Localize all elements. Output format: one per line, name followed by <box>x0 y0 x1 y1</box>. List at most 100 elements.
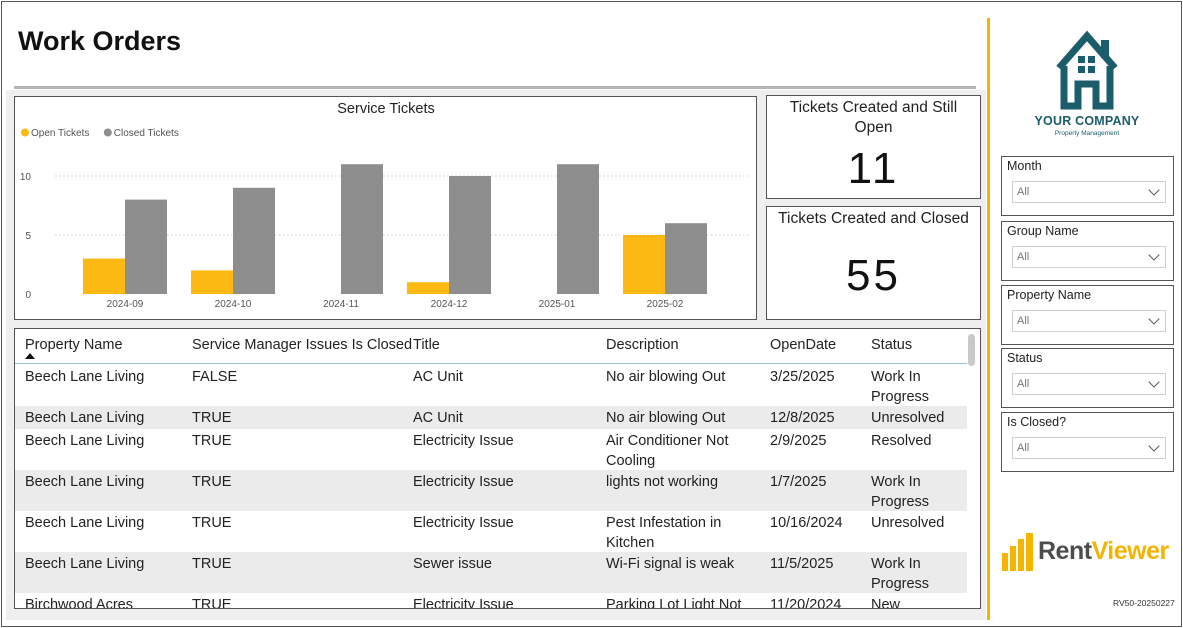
table-cell: AC Unit <box>413 410 463 426</box>
slicer-is-closed[interactable]: Is Closed? All <box>1001 412 1174 472</box>
table-row[interactable]: Beech Lane Living FALSE AC Unit No air blow… <box>15 365 967 406</box>
table-cell: Beech Lane Living <box>25 515 145 531</box>
col-header-is-closed[interactable]: Service Manager Issues Is Closed <box>192 337 413 353</box>
table-cell: Pest Infestation in Kitchen <box>606 515 722 551</box>
table-cell: Beech Lane Living <box>25 474 145 490</box>
table-cell: AC Unit <box>413 369 463 385</box>
slicer-group-name-label: Group Name <box>1007 224 1079 238</box>
table-cell: Resolved <box>871 433 932 449</box>
slicer-month[interactable]: Month All <box>1001 156 1174 216</box>
table-row[interactable]: Beech Lane Living TRUE Sewer issue Wi-Fi si… <box>15 552 967 593</box>
table-row[interactable]: Beech Lane Living TRUE Electricity Issue Ai… <box>15 429 967 470</box>
chevron-down-icon <box>1148 440 1160 452</box>
table-row[interactable]: Beech Lane Living TRUE Electricity Issue Pe… <box>15 511 967 552</box>
table-cell: Sewer issue <box>413 556 492 572</box>
house-logo-icon <box>1056 30 1118 110</box>
table-cell: Parking Lot Light Not <box>606 597 742 609</box>
table-cell: Beech Lane Living <box>25 433 145 449</box>
y-tick-label: 5 <box>25 231 31 242</box>
kpi-still-open-title: Tickets Created and Still Open <box>789 99 958 136</box>
table-cell: TRUE <box>192 433 232 449</box>
y-tick-label: 0 <box>25 290 31 301</box>
slicer-group-name-value: All <box>1017 251 1030 263</box>
work-orders-table[interactable]: Property Name Service Manager Issues Is … <box>14 328 981 609</box>
page-title: Work Orders <box>18 26 182 56</box>
bar-closed-tickets <box>233 187 275 294</box>
title-divider <box>14 86 976 89</box>
company-subtitle: Property Management <box>1054 130 1120 137</box>
kpi-card-closed[interactable]: Tickets Created and Closed 55 <box>766 206 981 320</box>
chart-svg: Service Tickets Open Tickets Closed Ticket… <box>20 101 750 310</box>
slicer-status-dropdown[interactable]: All <box>1012 373 1166 395</box>
bar-closed-tickets <box>557 164 599 294</box>
x-tick-label: 2024-12 <box>431 299 468 310</box>
rentviewer-logo: RentViewer <box>1000 533 1180 573</box>
table-cell: 3/25/2025 <box>770 369 835 385</box>
col-header-property-name[interactable]: Property Name <box>25 337 123 353</box>
kpi-closed-value: 55 <box>846 251 901 300</box>
col-header-title[interactable]: Title <box>413 337 440 353</box>
x-tick-label: 2024-10 <box>215 299 252 310</box>
table-cell: Work In Progress <box>871 369 930 405</box>
slicer-month-value: All <box>1017 186 1030 198</box>
table-row[interactable]: Birchwood Acres TRUE Electricity Issue Park… <box>15 593 967 609</box>
col-header-status[interactable]: Status <box>871 337 913 353</box>
slicer-property-name[interactable]: Property Name All <box>1001 285 1174 345</box>
table-cell: Work In Progress <box>871 556 930 592</box>
y-tick-label: 10 <box>20 172 32 183</box>
col-header-opendate[interactable]: OpenDate <box>770 337 837 353</box>
legend-marker <box>21 128 29 137</box>
table-cell: TRUE <box>192 515 232 531</box>
rentviewer-rent-text: Rent <box>1038 537 1092 565</box>
slicer-group-name[interactable]: Group Name All <box>1001 221 1174 281</box>
chevron-down-icon <box>1148 376 1160 388</box>
bar-closed-tickets <box>125 199 167 294</box>
bar-closed-tickets <box>341 164 383 294</box>
bar-chart-logo-icon <box>1002 533 1033 571</box>
slicer-month-label: Month <box>1007 159 1042 173</box>
table-row[interactable]: Beech Lane Living TRUE AC Unit No air blowi… <box>15 406 967 429</box>
slicer-group-name-dropdown[interactable]: All <box>1012 246 1166 268</box>
chevron-down-icon <box>1148 313 1160 325</box>
bar-open-tickets <box>407 282 449 294</box>
slicer-property-name-label: Property Name <box>1007 288 1092 302</box>
table-cell: Beech Lane Living <box>25 556 145 572</box>
bar-open-tickets <box>191 270 233 294</box>
company-logo: YOUR COMPANY Property Management <box>1022 30 1152 145</box>
table-cell: Electricity Issue <box>413 433 514 449</box>
table-cell: Unresolved <box>871 515 945 531</box>
table-cell: 11/20/2024 <box>770 597 842 609</box>
chevron-down-icon <box>1148 184 1160 196</box>
table-row[interactable]: Beech Lane Living TRUE Electricity Issue li… <box>15 470 967 511</box>
slicer-status-value: All <box>1017 378 1030 390</box>
table-cell: New <box>871 597 901 609</box>
bar-closed-tickets <box>665 223 707 294</box>
table-cell: Beech Lane Living <box>25 369 145 385</box>
x-tick-label: 2025-01 <box>539 299 576 310</box>
x-tick-label: 2024-11 <box>323 299 359 310</box>
slicer-property-name-dropdown[interactable]: All <box>1012 310 1166 332</box>
kpi-card-still-open[interactable]: Tickets Created and Still Open 11 <box>766 95 981 199</box>
slicer-is-closed-dropdown[interactable]: All <box>1012 437 1166 459</box>
sort-ascending-icon[interactable] <box>25 353 35 359</box>
table-cell: Electricity Issue <box>413 597 514 609</box>
slicer-status[interactable]: Status All <box>1001 348 1174 408</box>
x-tick-label: 2025-02 <box>647 299 684 310</box>
table-cell: No air blowing Out <box>606 369 726 385</box>
service-tickets-chart[interactable]: Service Tickets Open Tickets Closed Ticket… <box>14 96 757 320</box>
rentviewer-viewer-text: Viewer <box>1091 537 1170 565</box>
slicer-month-dropdown[interactable]: All <box>1012 181 1166 203</box>
table-cell: TRUE <box>192 556 232 572</box>
table-cell: No air blowing Out <box>606 410 726 426</box>
chevron-down-icon <box>1148 249 1160 261</box>
col-header-description[interactable]: Description <box>606 337 679 353</box>
legend-label: Open Tickets <box>31 128 89 139</box>
table-cell: Electricity Issue <box>413 474 514 490</box>
table-cell: lights not working <box>606 474 719 490</box>
table-cell: Air Conditioner Not Cooling <box>606 433 729 469</box>
table-cell: Beech Lane Living <box>25 410 145 426</box>
table-cell: 2/9/2025 <box>770 433 827 449</box>
table-scrollbar[interactable] <box>968 334 975 366</box>
company-name: YOUR COMPANY <box>1034 114 1140 128</box>
